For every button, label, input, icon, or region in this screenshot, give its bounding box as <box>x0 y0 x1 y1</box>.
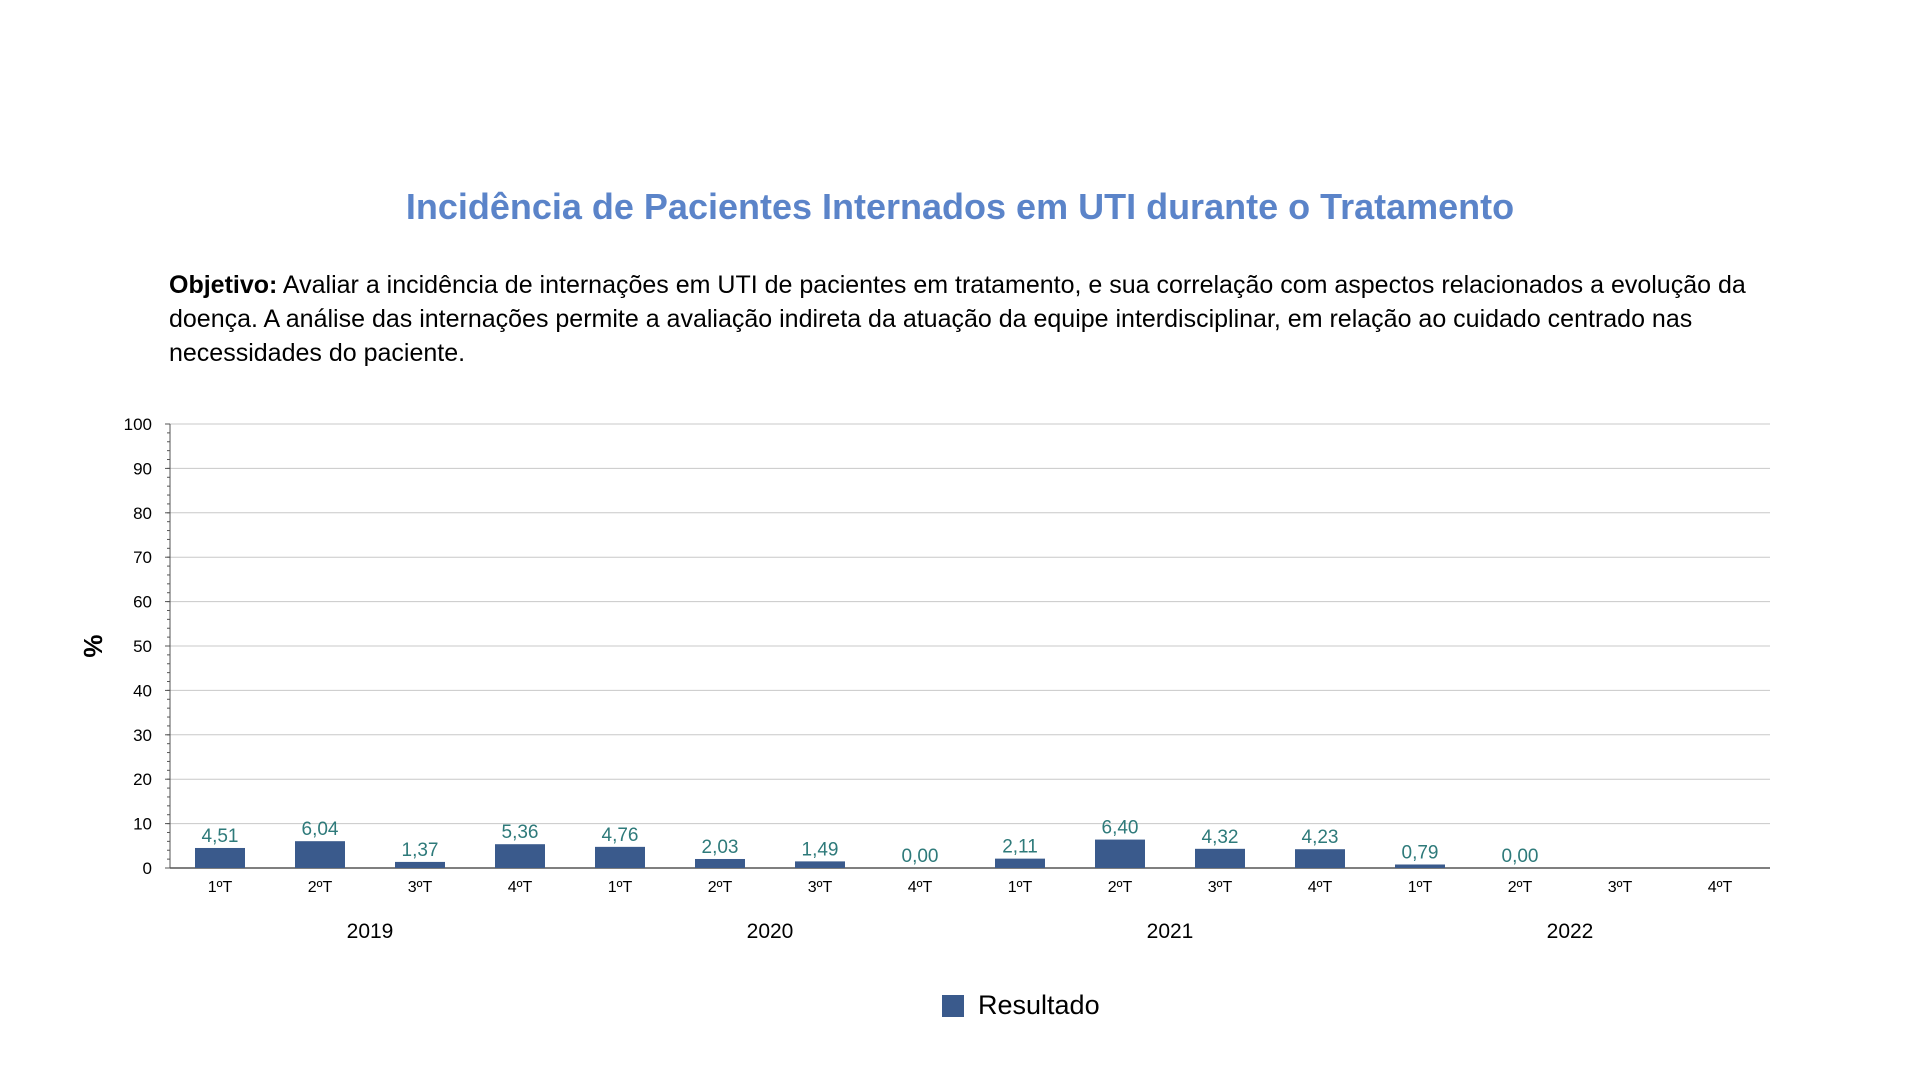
data-label: 6,40 <box>1102 818 1139 839</box>
x-tick-label: 4ºT <box>908 879 933 896</box>
x-tick-label: 1ºT <box>1008 879 1033 896</box>
x-tick-label: 2ºT <box>1508 879 1533 896</box>
x-tick-label: 2ºT <box>1108 879 1133 896</box>
legend-swatch <box>942 994 964 1017</box>
objective-paragraph: Objetivo: Avaliar a incidência de intern… <box>169 268 1769 370</box>
y-tick-label: 20 <box>133 770 152 789</box>
data-label: 2,03 <box>702 837 739 858</box>
data-label: 0,00 <box>1502 846 1539 867</box>
y-tick-label: 80 <box>133 504 152 523</box>
bar <box>295 841 345 868</box>
x-tick-label: 4ºT <box>1308 879 1333 896</box>
x-tick-label: 4ºT <box>508 879 533 896</box>
y-tick-label: 60 <box>133 593 152 612</box>
legend-label: Resultado <box>978 990 1100 1020</box>
chart-legend: Resultado <box>942 990 1100 1021</box>
bar <box>495 844 545 868</box>
year-group-label: 2021 <box>1147 920 1194 943</box>
data-label: 0,79 <box>1402 842 1439 863</box>
page-title: Incidência de Pacientes Internados em UT… <box>405 186 1515 227</box>
x-tick-label: 3ºT <box>408 879 433 896</box>
year-group-label: 2019 <box>347 920 394 943</box>
data-label: 6,04 <box>302 819 339 840</box>
data-label: 4,23 <box>1302 827 1339 848</box>
y-tick-label: 0 <box>143 859 152 878</box>
x-tick-label: 4ºT <box>1708 879 1733 896</box>
year-group-label: 2020 <box>747 920 794 943</box>
x-tick-label: 3ºT <box>1608 879 1633 896</box>
y-tick-label: 70 <box>133 548 152 567</box>
data-label: 4,32 <box>1202 827 1239 848</box>
data-label: 1,37 <box>402 840 439 861</box>
data-label: 5,36 <box>502 822 539 843</box>
x-tick-label: 1ºT <box>1408 879 1433 896</box>
y-tick-label: 100 <box>124 415 152 434</box>
bar <box>1295 849 1345 868</box>
year-group-label: 2022 <box>1547 920 1594 943</box>
data-label: 2,11 <box>1002 837 1038 858</box>
bar <box>195 847 245 868</box>
bar <box>695 858 745 868</box>
bar <box>995 858 1045 868</box>
x-tick-label: 2ºT <box>308 879 333 896</box>
data-label: 4,76 <box>602 825 639 846</box>
data-label: 4,51 <box>202 826 239 847</box>
bar <box>1195 848 1245 868</box>
bar <box>795 861 845 868</box>
bar <box>1395 864 1445 868</box>
y-tick-label: 10 <box>133 815 152 834</box>
bar <box>395 861 445 868</box>
data-label: 0,00 <box>902 846 939 867</box>
y-tick-label: 90 <box>133 459 152 478</box>
objective-label: Objetivo: <box>169 271 278 299</box>
y-axis-label: % <box>78 634 108 657</box>
x-tick-label: 2ºT <box>708 879 733 896</box>
y-tick-label: 50 <box>133 637 152 656</box>
bar <box>1095 839 1145 868</box>
x-tick-label: 1ºT <box>608 879 633 896</box>
x-tick-label: 3ºT <box>1208 879 1233 896</box>
x-tick-label: 1ºT <box>208 879 233 896</box>
y-tick-label: 30 <box>133 726 152 745</box>
data-label: 1,49 <box>802 839 839 860</box>
x-tick-label: 3ºT <box>808 879 833 896</box>
bar <box>595 846 645 868</box>
y-tick-label: 40 <box>133 681 152 700</box>
objective-text: Avaliar a incidência de internações em U… <box>169 271 1746 367</box>
